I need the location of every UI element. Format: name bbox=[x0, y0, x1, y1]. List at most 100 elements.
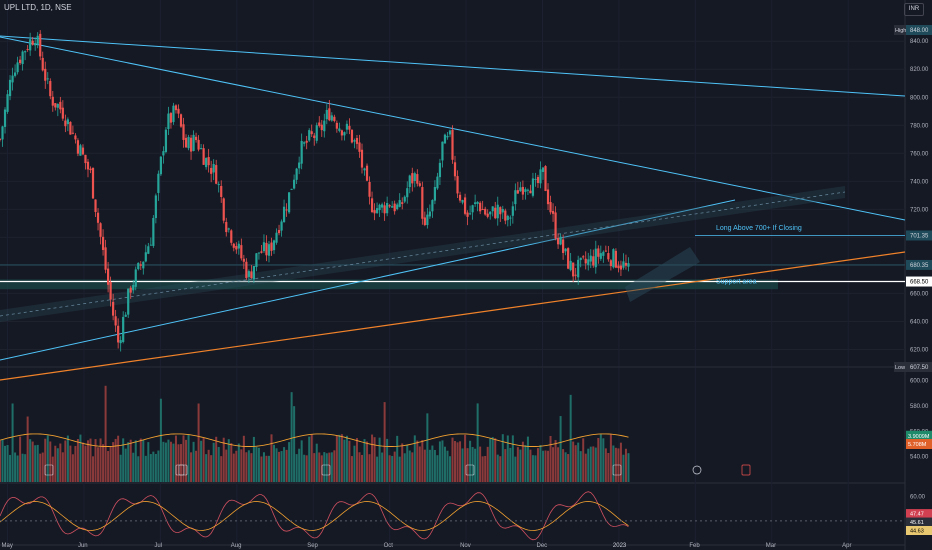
volume-bar bbox=[381, 452, 384, 482]
volume-bar bbox=[217, 446, 220, 482]
currency-button[interactable]: INR bbox=[904, 3, 924, 16]
candle-body bbox=[164, 129, 168, 152]
volume-bar bbox=[41, 452, 44, 482]
volume-bar bbox=[300, 440, 303, 482]
candle-body bbox=[194, 136, 198, 141]
volume-bar bbox=[295, 454, 298, 482]
volume-bar bbox=[597, 437, 600, 482]
rsi-label-bg bbox=[906, 517, 932, 527]
volume-bar bbox=[185, 439, 188, 482]
volume-bar bbox=[627, 453, 630, 482]
candle-body bbox=[69, 121, 72, 135]
volume-bar bbox=[262, 452, 265, 482]
volume-bar bbox=[534, 455, 537, 482]
volume-bar bbox=[39, 453, 42, 482]
candle-body bbox=[567, 248, 570, 269]
volume-bar bbox=[212, 442, 215, 482]
x-tick-label: 2023 bbox=[613, 543, 627, 549]
candle-body bbox=[36, 35, 39, 45]
upper-trendline bbox=[0, 35, 906, 97]
candle-body bbox=[132, 284, 135, 291]
price-label-value: 848.00 bbox=[910, 28, 929, 34]
candle-body bbox=[345, 123, 349, 130]
candle-body bbox=[152, 217, 155, 246]
candle-body bbox=[539, 169, 542, 184]
volume-bar bbox=[456, 442, 459, 482]
x-tick-label: Nov bbox=[460, 543, 471, 549]
volume-bar bbox=[174, 435, 177, 482]
price-tick-label: 760.00 bbox=[910, 151, 929, 157]
volume-bar bbox=[521, 441, 524, 482]
volume-bar bbox=[413, 435, 416, 482]
candle-body bbox=[81, 147, 85, 155]
volume-bar bbox=[371, 434, 374, 482]
volume-bar bbox=[358, 452, 361, 482]
volume-bar bbox=[536, 448, 539, 482]
volume-bar bbox=[504, 449, 507, 482]
volume-bar bbox=[388, 455, 391, 482]
volume-bar bbox=[245, 452, 248, 482]
candle-body bbox=[13, 72, 17, 76]
volume-bar bbox=[330, 452, 333, 482]
axis-tag-bg bbox=[894, 362, 906, 372]
candle-body bbox=[215, 165, 218, 184]
candle-body bbox=[479, 202, 482, 212]
candle-body bbox=[544, 166, 547, 191]
candle-body bbox=[506, 215, 509, 221]
volume-bar bbox=[441, 440, 444, 482]
flag-channel bbox=[625, 247, 700, 302]
volume-bar bbox=[564, 452, 567, 482]
price-tick-label: 660.00 bbox=[910, 291, 929, 297]
volume-bar bbox=[107, 451, 110, 482]
candle-body bbox=[207, 157, 210, 166]
volume-bar bbox=[102, 444, 105, 482]
chart-annotation: Support area bbox=[716, 278, 757, 285]
candle-body bbox=[403, 196, 406, 202]
candle-body bbox=[496, 204, 499, 219]
candle-body bbox=[468, 213, 472, 215]
candle-body bbox=[320, 124, 323, 131]
x-tick-label: Apr bbox=[842, 543, 851, 549]
volume-bar bbox=[622, 454, 625, 482]
candle-body bbox=[290, 188, 293, 190]
candle-body bbox=[604, 250, 607, 252]
volume-bar bbox=[11, 403, 14, 482]
event-marker bbox=[321, 464, 331, 476]
candle-body bbox=[373, 210, 376, 214]
volume-bar bbox=[557, 447, 560, 482]
candle-body bbox=[282, 206, 286, 223]
candle-body bbox=[388, 205, 391, 207]
volume-bar bbox=[416, 440, 419, 482]
rsi-line bbox=[0, 491, 629, 541]
candle-body bbox=[340, 130, 343, 136]
volume-bar bbox=[190, 452, 193, 482]
candle-body bbox=[179, 114, 183, 127]
volume-bar bbox=[89, 438, 92, 482]
volume-bar bbox=[275, 448, 278, 482]
candle-body bbox=[484, 208, 487, 215]
volume-tick-label: 600.00 bbox=[910, 379, 929, 385]
volume-bar bbox=[542, 450, 544, 482]
candle-body bbox=[348, 125, 351, 130]
rsi-label-bg bbox=[906, 526, 932, 535]
candle-body bbox=[24, 51, 27, 53]
candle-body bbox=[285, 209, 288, 211]
price-tick-label: 640.00 bbox=[910, 319, 929, 325]
volume-bar bbox=[353, 445, 356, 482]
candle-body bbox=[476, 201, 479, 204]
candle-body bbox=[280, 221, 283, 231]
candle-body bbox=[396, 204, 399, 210]
candle-body bbox=[466, 212, 469, 217]
candle-body bbox=[546, 189, 550, 205]
volume-bar bbox=[471, 447, 474, 482]
volume-bar bbox=[290, 392, 293, 482]
volume-bar bbox=[469, 440, 472, 482]
volume-bar bbox=[4, 445, 7, 482]
candle-body bbox=[529, 190, 532, 194]
candle-body bbox=[147, 246, 150, 254]
candle-body bbox=[564, 248, 567, 252]
volume-bar bbox=[1, 439, 4, 482]
candle-body bbox=[423, 217, 426, 226]
volume-bar bbox=[134, 440, 137, 482]
